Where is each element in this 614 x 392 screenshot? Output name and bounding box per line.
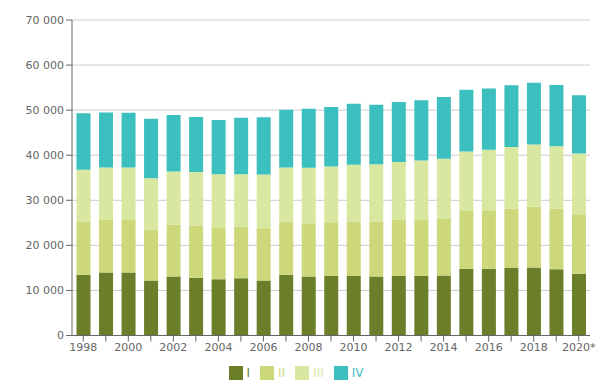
svg-text:2016: 2016	[475, 341, 503, 354]
svg-text:60 000: 60 000	[26, 59, 65, 72]
svg-text:0: 0	[57, 329, 64, 342]
html-text:III: III	[313, 365, 324, 380]
html-text:I: I	[246, 365, 250, 380]
svg-text:2018: 2018	[520, 341, 548, 354]
svg-text:50 000: 50 000	[26, 104, 65, 117]
svg-text:2012: 2012	[385, 341, 413, 354]
svg-text:2010: 2010	[340, 341, 368, 354]
svg-text:2008: 2008	[294, 341, 322, 354]
svg-text:2014: 2014	[430, 341, 458, 354]
html-text:IV: IV	[351, 365, 364, 380]
svg-text:2020*: 2020*	[562, 341, 596, 354]
svg-text:2006: 2006	[249, 341, 277, 354]
svg-text:10 000: 10 000	[26, 284, 65, 297]
svg-text:70 000: 70 000	[26, 14, 65, 27]
html-text:II: II	[278, 365, 286, 380]
svg-text:2004: 2004	[204, 341, 232, 354]
svg-text:40 000: 40 000	[26, 149, 65, 162]
svg-text:2000: 2000	[114, 341, 142, 354]
svg-text:30 000: 30 000	[26, 194, 65, 207]
svg-text:2002: 2002	[159, 341, 187, 354]
svg-text:1998: 1998	[69, 341, 97, 354]
svg-text:20 000: 20 000	[26, 239, 65, 252]
